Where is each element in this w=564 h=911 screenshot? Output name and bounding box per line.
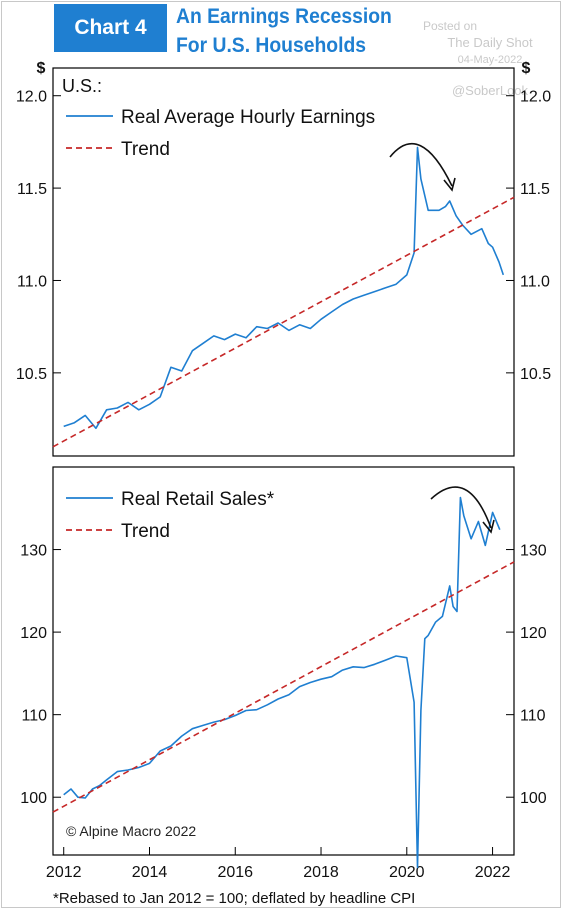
y-tick-label-right: 120 [520,625,547,642]
chart-label-text: Chart 4 [74,16,147,39]
legend-label: Trend [121,521,170,542]
unit-label-right: $ [522,60,531,77]
y-tick-label-left: 11.5 [17,181,47,198]
y-tick-label-right: 100 [520,790,547,807]
watermark-handle: @SoberLook [451,83,529,98]
watermark-date: 04-May-2022 [457,54,523,66]
series-line-1 [63,146,505,430]
x-tick-label: 2014 [132,864,168,881]
trend-line-1 [52,196,515,448]
x-tick-label: 2016 [217,864,253,881]
y-tick-label-left: 10.5 [16,366,47,383]
chart-title: An Earnings Recession For U.S. Household… [176,2,392,60]
x-tick-label: 2022 [475,864,511,881]
y-tick-label-right: 130 [520,543,547,560]
x-tick-label: 2018 [303,864,339,881]
watermark-posted: Posted on [422,19,478,33]
watermark-source: The Daily Shot [447,35,533,50]
series-line-2 [63,496,501,869]
legend-label: Real Retail Sales* [121,489,275,510]
panel-title: U.S.: [62,76,102,96]
y-tick-label-right: 11.0 [520,273,550,290]
x-tick-label: 2020 [389,864,425,881]
x-tick-label: 2012 [46,864,82,881]
plot-area-2 [52,466,515,856]
y-tick-label-right: 12.0 [520,89,551,106]
copyright-label: © Alpine Macro 2022 [66,823,196,839]
footnote: *Rebased to Jan 2012 = 100; deflated by … [53,890,416,907]
y-tick-label-right: 11.5 [520,181,550,198]
annotation-arrow [430,486,492,529]
legend-label: Trend [121,139,170,160]
chart-title-line1: An Earnings Recession [176,5,392,28]
unit-label-left: $ [37,60,46,77]
trend-line-2 [52,561,515,813]
legend-label: Real Average Hourly Earnings [121,107,375,128]
y-tick-label-right: 110 [520,708,546,725]
annotation-arrow [389,142,453,187]
y-tick-label-left: 110 [21,708,47,725]
y-tick-label-left: 11.0 [17,273,47,290]
y-tick-label-left: 130 [20,543,47,560]
y-tick-label-left: 100 [20,790,47,807]
y-tick-label-left: 12.0 [16,89,47,106]
annotation-arrowhead [482,519,495,534]
y-tick-label-left: 120 [20,625,47,642]
plot-area-1 [52,67,515,457]
y-tick-label-right: 10.5 [520,366,551,383]
chart-label-badge: Chart 4 [54,4,167,52]
chart-title-line2: For U.S. Households [176,34,366,57]
annotation-arrowhead [443,177,456,192]
